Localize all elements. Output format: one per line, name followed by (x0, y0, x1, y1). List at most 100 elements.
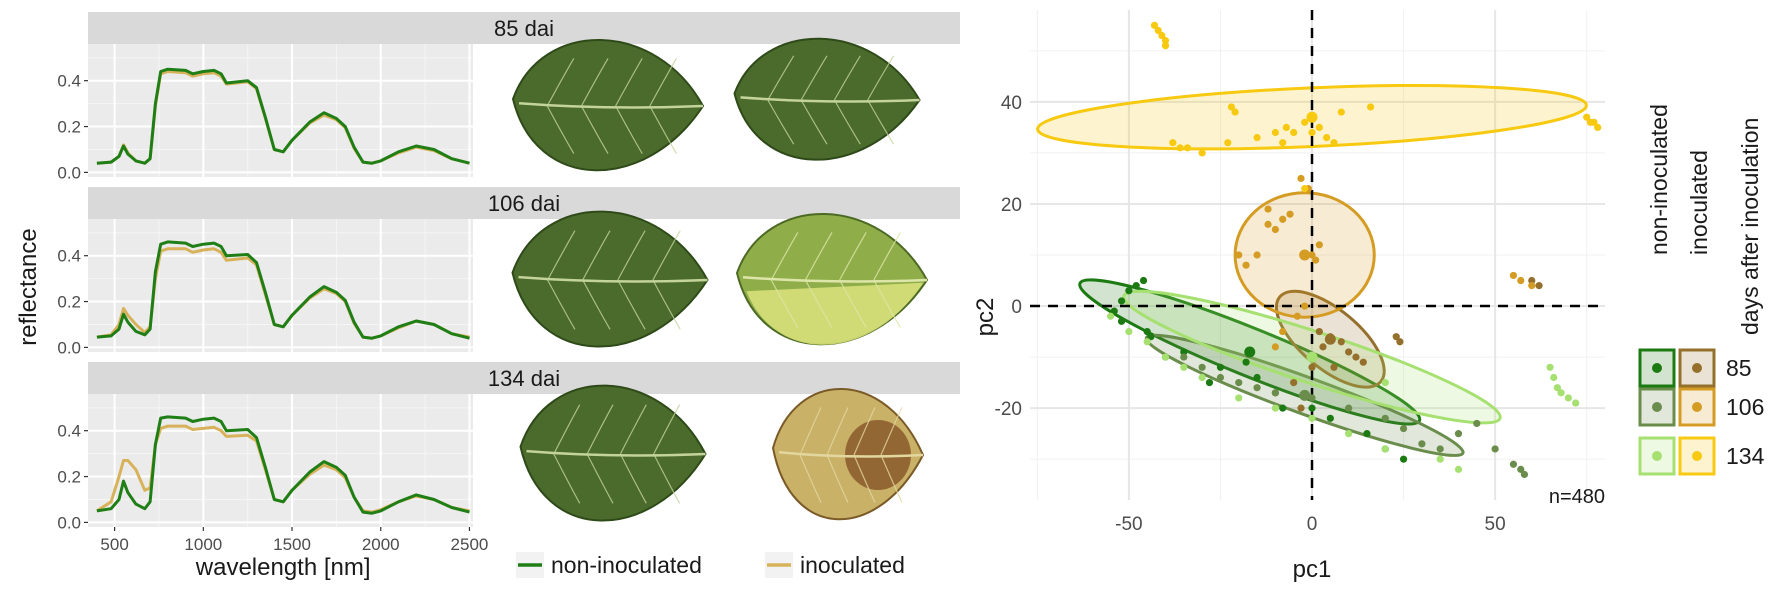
scatter-point (1216, 363, 1225, 371)
panel-background (88, 44, 473, 177)
leaf-blade (511, 210, 709, 348)
leaf-vein (804, 279, 833, 328)
scatter-point (1242, 358, 1250, 366)
scatter-point (1330, 139, 1338, 147)
scatter-point (1520, 470, 1529, 479)
facet-strip-label: 134 dai (488, 366, 560, 391)
scatter-point (1147, 333, 1155, 341)
pca-figure: -50 0 50 -20 0 20 40 pc1 pc2 n=480 (972, 10, 1605, 583)
leaf-vein (833, 99, 861, 145)
leaf-vein (649, 58, 677, 107)
x-tick-label: 2500 (451, 535, 489, 554)
leaf-vein (617, 230, 646, 281)
y-tick-label: 0.4 (57, 247, 81, 266)
leaf-photo-inoculated (735, 213, 929, 346)
scatter-point (1125, 287, 1133, 295)
leaf-vein (546, 105, 575, 154)
leaf-vein (553, 453, 581, 504)
leaf-vein (547, 279, 576, 330)
scatter-point (1308, 394, 1316, 402)
scatter-point (1323, 134, 1331, 142)
y-tick-label: 20 (1001, 195, 1022, 216)
scatter-point (1198, 373, 1206, 382)
leaf-chlorosis (746, 282, 924, 345)
scatter-point (1205, 379, 1214, 387)
x-tick-label: 1500 (273, 535, 311, 554)
leaf-vein (653, 404, 681, 455)
y-tick-label: 0.2 (57, 118, 81, 137)
scatter-point (1271, 404, 1279, 412)
scatter-point (1308, 251, 1316, 259)
scatter-point (1315, 241, 1323, 249)
panel-background (88, 219, 473, 352)
scatter-point (1330, 363, 1338, 371)
leaf-midrib (518, 101, 704, 109)
scatter-point (1392, 333, 1400, 341)
leaf-vein (767, 55, 795, 101)
scatter-point (1143, 327, 1151, 336)
legend-row-label: 134 (1726, 443, 1765, 469)
scatter-point (1454, 430, 1463, 438)
leaf-vein (617, 279, 646, 330)
scatter-point (1224, 139, 1232, 147)
scatter-point (1180, 363, 1188, 371)
scatter-point (1315, 123, 1323, 131)
leaf-vein (853, 454, 876, 503)
leaf-photo-inoculated (771, 388, 925, 521)
legend-key-point (1692, 402, 1702, 412)
leaf-vein (867, 55, 895, 101)
scatter-point (1271, 225, 1279, 234)
scatter-point (1139, 276, 1148, 285)
scatter-point (1158, 31, 1166, 40)
facet-strip-label: 85 dai (494, 16, 554, 41)
scatter-point (1180, 348, 1188, 356)
leaf-vein (652, 279, 681, 330)
scatter-point (1271, 343, 1279, 351)
scatter-point (1315, 327, 1323, 336)
scatter-point (1528, 282, 1536, 290)
spectra-legend: non-inoculated inoculated (516, 552, 905, 578)
y-tick-label: 0.0 (57, 513, 81, 532)
scatter-point (1594, 123, 1602, 131)
x-axis-label: pc1 (1293, 556, 1332, 583)
scatter-point (1517, 276, 1525, 285)
y-tick-label: 0.0 (57, 338, 81, 357)
scatter-point (1279, 327, 1287, 336)
scatter-point (1583, 113, 1591, 121)
leaf-vein (826, 407, 849, 456)
scatter-point (1180, 353, 1188, 361)
legend-key-point (1652, 363, 1662, 373)
legend-column-title: inoculated (1686, 150, 1712, 255)
scatter-point (1454, 465, 1463, 473)
leaf-vein (826, 454, 849, 503)
legend-label: inoculated (800, 552, 905, 578)
spectrum-line-noninoculated (96, 240, 470, 340)
scatter-point (1345, 348, 1353, 356)
scatter-point (1399, 455, 1408, 463)
y-axis-label: reflectance (15, 228, 42, 345)
leaf-vein (615, 58, 643, 107)
y-tick-label: 0.0 (57, 163, 81, 182)
scatter-point (1312, 256, 1320, 264)
scatter-point (1301, 118, 1309, 126)
facet-strip (88, 362, 960, 394)
scatter-point (1509, 460, 1518, 468)
y-tick-label: 0.4 (57, 422, 81, 441)
legend-key-point (1652, 451, 1662, 461)
scatter-point (1399, 424, 1408, 433)
scatter-point (1132, 282, 1140, 290)
spectrum-line-noninoculated (96, 67, 470, 165)
scatter-point (1345, 404, 1353, 412)
leaf-vein (547, 230, 576, 281)
scatter-point (1231, 108, 1239, 116)
scatter-point (1271, 389, 1279, 397)
pca-legend: non-inoculated inoculated days after inocu… (1638, 104, 1765, 476)
scatter-point (1117, 317, 1126, 325)
leaf-vein (652, 230, 681, 281)
leaf-midrib (778, 450, 924, 458)
scatter-point (1590, 118, 1598, 126)
legend-column-title: non-inoculated (1646, 104, 1672, 255)
leaf-midrib (742, 275, 928, 283)
leaf-vein (619, 404, 647, 455)
